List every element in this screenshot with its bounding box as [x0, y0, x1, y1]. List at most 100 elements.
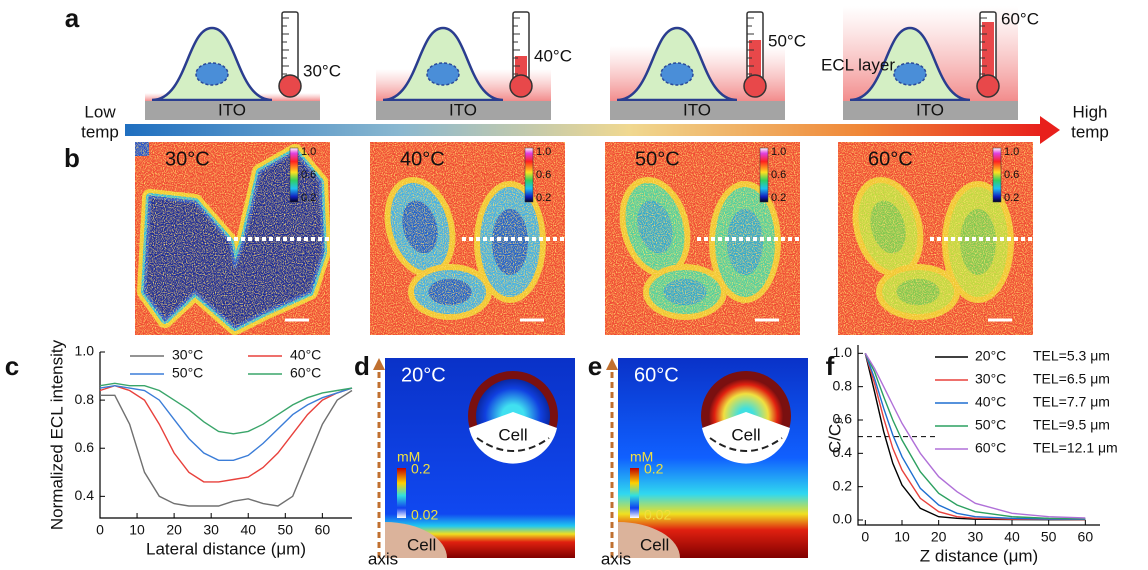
inset-cell-edge — [709, 437, 783, 452]
x-tick-label: 10 — [894, 529, 910, 545]
temperature-arrow — [125, 124, 1042, 136]
legend-label: 20°C — [975, 348, 1006, 364]
axes — [99, 352, 352, 519]
x-tick-label: 50 — [278, 522, 294, 538]
x-tick-label: 40 — [1004, 529, 1020, 545]
colorbar — [289, 147, 299, 203]
cell-scheme: ITO 40°C — [376, 11, 572, 120]
colorbar — [630, 468, 639, 518]
thermometer-bulb — [743, 74, 767, 98]
panel-label: b — [64, 143, 80, 173]
panel-label: e — [588, 351, 602, 381]
legend-annotation: TEL=7.7 μm — [1033, 394, 1110, 410]
colorbar-label: 1.0 — [536, 146, 551, 158]
series-line — [864, 352, 1086, 520]
series-line — [864, 353, 1086, 521]
colorbar — [524, 147, 534, 203]
temperature-label: 30°C — [165, 148, 210, 170]
x-tick-label: 0 — [861, 529, 869, 545]
thermometer-tube — [281, 11, 299, 83]
ito-label: ITO — [218, 100, 246, 119]
x-tick-label: 20 — [931, 529, 947, 545]
series-line — [864, 353, 1086, 520]
cell-shape — [618, 522, 680, 558]
y-tick-label: 0.8 — [75, 391, 95, 407]
legend-annotation: TEL=6.5 μm — [1033, 371, 1110, 387]
y-tick-label: 0.2 — [833, 477, 853, 493]
nucleus — [426, 62, 460, 86]
legend-label: 50°C — [975, 417, 1006, 433]
temperature-label: 50°C — [768, 31, 806, 50]
x-tick-label: 50 — [1041, 529, 1057, 545]
axis-label: axis — [601, 549, 631, 568]
x-axis-label: Lateral distance (μm) — [146, 539, 306, 558]
series-line — [99, 384, 353, 483]
colorbar-label: 0.2 — [536, 192, 551, 204]
temperature-label: 30°C — [303, 61, 341, 80]
y-tick-label: 0.8 — [833, 377, 853, 393]
colorbar-label: 1.0 — [1004, 146, 1019, 158]
inset-cell-label: Cell — [498, 425, 527, 444]
legend-label: 60°C — [975, 440, 1006, 456]
colorbar-label: 0.2 — [1004, 192, 1019, 204]
cell-scheme: ITO 60°C — [843, 6, 1039, 120]
thermometer-fill — [982, 22, 994, 84]
colorbar-label: 0.02 — [411, 507, 438, 523]
y-tick-label: 0.6 — [75, 439, 95, 455]
x-tick-label: 10 — [129, 522, 145, 538]
colorbar-label: 0.2 — [644, 461, 664, 477]
series-line — [99, 382, 353, 435]
legend-label: 60°C — [290, 365, 321, 381]
y-tick-label: 1.0 — [833, 344, 853, 360]
legend-label: 40°C — [290, 347, 321, 363]
inset-cell — [469, 412, 557, 464]
thermometer-fill — [749, 40, 761, 84]
ecl-layer-label: ECL layer — [821, 55, 895, 74]
colorbar-label: 0.6 — [1004, 169, 1019, 181]
unit-label: mM — [397, 449, 420, 465]
colorbar-label: 0.6 — [536, 169, 551, 181]
nucleus — [195, 62, 229, 86]
temperature-label: 60°C — [1001, 9, 1039, 28]
y-tick-label: 0.4 — [75, 487, 95, 503]
ito-substrate — [843, 101, 1018, 120]
temperature-label: 50°C — [635, 148, 680, 170]
inset-cell-edge — [476, 437, 550, 452]
temperature-label: 20°C — [401, 364, 446, 386]
temperature-label: 40°C — [400, 148, 445, 170]
thermometer-bulb — [509, 74, 533, 98]
nucleus — [660, 62, 694, 86]
y-axis-label: Normalized ECL intensity — [47, 339, 66, 530]
unit-label: mM — [630, 449, 653, 465]
x-tick-label: 20 — [166, 522, 182, 538]
colorbar — [992, 147, 1002, 203]
colorbar — [759, 147, 769, 203]
x-axis-label: Z distance (μm) — [920, 546, 1038, 565]
panel-label: d — [354, 351, 370, 381]
panel-label: c — [5, 351, 19, 381]
high-temp-label: High — [1073, 102, 1108, 121]
axis-arrow-head — [373, 358, 385, 370]
temperature-label: 60°C — [634, 364, 679, 386]
ecl-image — [838, 142, 1033, 335]
y-tick-label: 0.6 — [833, 411, 853, 427]
colorbar-label: 1.0 — [301, 146, 316, 158]
ito-label: ITO — [683, 100, 711, 119]
colorbar-label: 0.6 — [301, 169, 316, 181]
thermometer-bulb — [278, 74, 302, 98]
ito-substrate — [610, 101, 785, 120]
arrow-head — [1040, 116, 1060, 144]
temperature-label: 60°C — [868, 148, 913, 170]
series-line — [99, 384, 353, 461]
high-temp-label: temp — [1071, 122, 1109, 141]
legend-annotation: TEL=9.5 μm — [1033, 417, 1110, 433]
ito-substrate — [376, 101, 551, 120]
y-tick-label: 0.4 — [833, 444, 853, 460]
temperature-label: 40°C — [534, 46, 572, 65]
colorbar-label: 1.0 — [771, 146, 786, 158]
y-tick-label: 1.0 — [75, 343, 95, 359]
x-tick-label: 40 — [240, 522, 256, 538]
x-tick-label: 30 — [968, 529, 984, 545]
